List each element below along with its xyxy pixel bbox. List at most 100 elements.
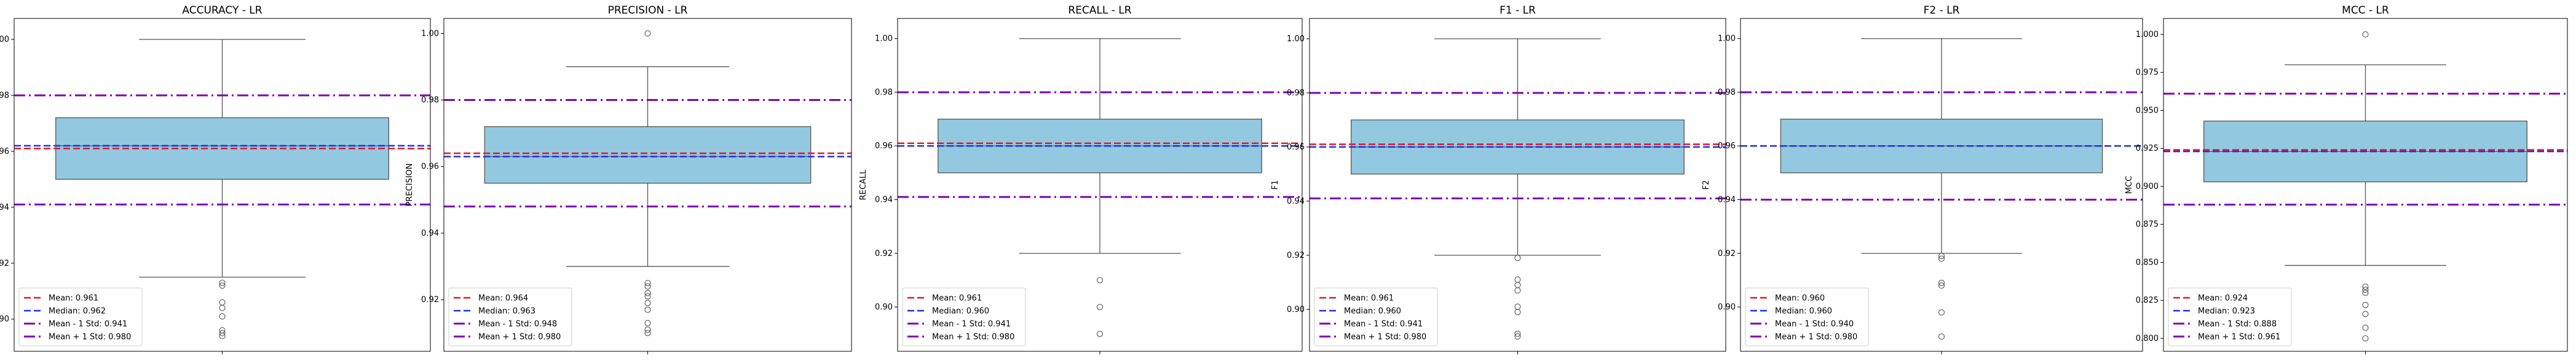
legend-label: Median: 0.962 bbox=[49, 307, 106, 316]
outlier-point bbox=[1514, 282, 1521, 289]
legend-label: Mean + 1 Std: 0.980 bbox=[1344, 333, 1426, 342]
y-tick-label: 0.98 bbox=[0, 91, 9, 100]
chart-panel: PRECISION - LR PRECISION 0.92 0.94 0.96 0.98 1… bbox=[405, 4, 852, 354]
chart-panel: ACCURACY - LRACCURACY0.900.920.940.960.9… bbox=[0, 4, 431, 354]
outlier-point bbox=[2362, 283, 2369, 290]
legend-label: Mean: 0.961 bbox=[1344, 294, 1394, 303]
chart-panel: F1 - LR F1 0.90 0.92 0.94 0.96 0.98 1.00 Mean: 0… bbox=[1271, 4, 1726, 354]
y-tick-label: 0.90 bbox=[1287, 305, 1305, 314]
y-tick-label: 0.925 bbox=[2136, 144, 2159, 153]
outlier-point bbox=[1938, 333, 1945, 340]
legend-label: Median: 0.923 bbox=[2198, 307, 2255, 316]
y-tick-label: 1.00 bbox=[1718, 34, 1736, 44]
outlier-point bbox=[1514, 333, 1521, 340]
chart-title: RECALL - LR bbox=[1068, 4, 1131, 17]
outlier-point bbox=[644, 280, 651, 287]
outlier-point bbox=[1514, 276, 1521, 283]
y-tick-label: 1.00 bbox=[421, 29, 439, 38]
y-axis-label: RECALL bbox=[859, 169, 868, 200]
outlier-point bbox=[2362, 335, 2369, 342]
outlier-point bbox=[1514, 287, 1521, 294]
y-tick-label: 0.96 bbox=[1718, 142, 1736, 151]
legend-box bbox=[902, 287, 1026, 346]
legend-label: Mean - 1 Std: 0.888 bbox=[2198, 320, 2277, 329]
y-axis-label: MCC bbox=[2125, 176, 2134, 194]
legend-label: Mean + 1 Std: 0.980 bbox=[478, 333, 561, 342]
outlier-point bbox=[1938, 309, 1945, 316]
legend-label: Mean + 1 Std: 0.961 bbox=[2198, 333, 2280, 342]
outlier-point bbox=[219, 313, 226, 320]
legend-label: Mean: 0.960 bbox=[1775, 294, 1825, 303]
legend: Mean: 0.961 Median: 0.960 Mean - 1 Std: 0.… bbox=[1314, 287, 1438, 346]
legend-label: Mean - 1 Std: 0.940 bbox=[1775, 320, 1854, 329]
outlier-point bbox=[219, 279, 226, 286]
outlier-point bbox=[2362, 31, 2369, 38]
y-tick-label: 1.000 bbox=[2136, 30, 2159, 39]
outlier-point bbox=[644, 283, 651, 290]
y-tick-label: 0.98 bbox=[1718, 88, 1736, 97]
axes-frame bbox=[2163, 18, 2568, 352]
y-tick-label: 0.98 bbox=[421, 96, 439, 105]
y-tick-label: 0.825 bbox=[2136, 296, 2159, 305]
outlier-point bbox=[1096, 330, 1104, 337]
y-tick-label: 0.800 bbox=[2136, 334, 2159, 343]
legend-box bbox=[448, 287, 572, 346]
axes-frame bbox=[443, 18, 852, 352]
y-tick-label: 0.94 bbox=[875, 195, 893, 204]
legend-label: Mean + 1 Std: 0.980 bbox=[49, 333, 131, 342]
outlier-point bbox=[644, 326, 651, 333]
legend-label: Mean - 1 Std: 0.948 bbox=[478, 320, 557, 329]
y-tick-label: 0.875 bbox=[2136, 220, 2159, 229]
y-tick-label: 0.94 bbox=[1718, 195, 1736, 204]
y-tick-label: 0.90 bbox=[1718, 303, 1736, 312]
outlier-point bbox=[644, 306, 651, 313]
outlier-point bbox=[2362, 324, 2369, 331]
y-tick-label: 0.92 bbox=[875, 249, 893, 258]
y-tick-label: 1.00 bbox=[875, 34, 893, 44]
chart-title: MCC - LR bbox=[2342, 4, 2389, 17]
y-tick-label: 1.00 bbox=[1287, 34, 1305, 44]
y-tick-label: 0.90 bbox=[0, 315, 9, 324]
y-tick-label: 0.90 bbox=[875, 303, 893, 312]
legend-box bbox=[2168, 287, 2292, 346]
outlier-point bbox=[1938, 279, 1945, 286]
y-tick-label: 0.96 bbox=[0, 147, 9, 156]
outlier-point bbox=[644, 330, 651, 337]
y-tick-label: 0.94 bbox=[0, 203, 9, 212]
legend-label: Mean: 0.964 bbox=[478, 294, 528, 303]
legend-label: Mean: 0.924 bbox=[2198, 294, 2248, 303]
y-tick-label: 0.94 bbox=[1287, 197, 1305, 206]
legend: Mean: 0.960 Median: 0.960 Mean - 1 Std: 0.… bbox=[1745, 287, 1869, 346]
outlier-point bbox=[1938, 253, 1945, 260]
y-tick-label: 0.900 bbox=[2136, 182, 2159, 191]
legend-label: Median: 0.960 bbox=[1344, 307, 1401, 316]
y-tick-label: 0.96 bbox=[875, 142, 893, 151]
legend-box bbox=[18, 287, 143, 346]
legend: Mean: 0.961 Median: 0.962 Mean - 1 Std: 0.… bbox=[18, 287, 143, 346]
legend-label: Mean - 1 Std: 0.941 bbox=[49, 320, 127, 329]
axes-frame bbox=[897, 18, 1303, 352]
legend: Mean: 0.961 Median: 0.960 Mean - 1 Std: 0.… bbox=[902, 287, 1026, 346]
outlier-point bbox=[219, 282, 226, 289]
outlier-point bbox=[2362, 301, 2369, 308]
y-tick-label: 0.92 bbox=[1718, 249, 1736, 258]
legend-box bbox=[1745, 287, 1869, 346]
outlier-point bbox=[1514, 303, 1521, 310]
legend-label: Mean - 1 Std: 0.941 bbox=[1344, 320, 1423, 329]
chart-title: PRECISION - LR bbox=[608, 4, 688, 17]
outlier-point bbox=[644, 293, 651, 300]
iqr-box bbox=[484, 126, 812, 184]
y-axis-label: F2 bbox=[1702, 180, 1711, 190]
y-tick-label: 0.98 bbox=[875, 88, 893, 97]
chart-panel: F2 - LR F2 0.90 0.92 0.94 0.96 0.98 1.00 Mean: 0… bbox=[1702, 4, 2143, 354]
outlier-point bbox=[1514, 330, 1521, 337]
y-tick-label: 0.96 bbox=[1287, 143, 1305, 152]
y-axis-label: PRECISION bbox=[405, 163, 414, 206]
outlier-point bbox=[2362, 289, 2369, 296]
outlier-point bbox=[219, 299, 226, 306]
outlier-point bbox=[644, 290, 651, 297]
y-tick-label: 0.92 bbox=[421, 295, 439, 305]
outlier-point bbox=[1514, 255, 1521, 261]
chart-title: F1 - LR bbox=[1499, 4, 1536, 17]
